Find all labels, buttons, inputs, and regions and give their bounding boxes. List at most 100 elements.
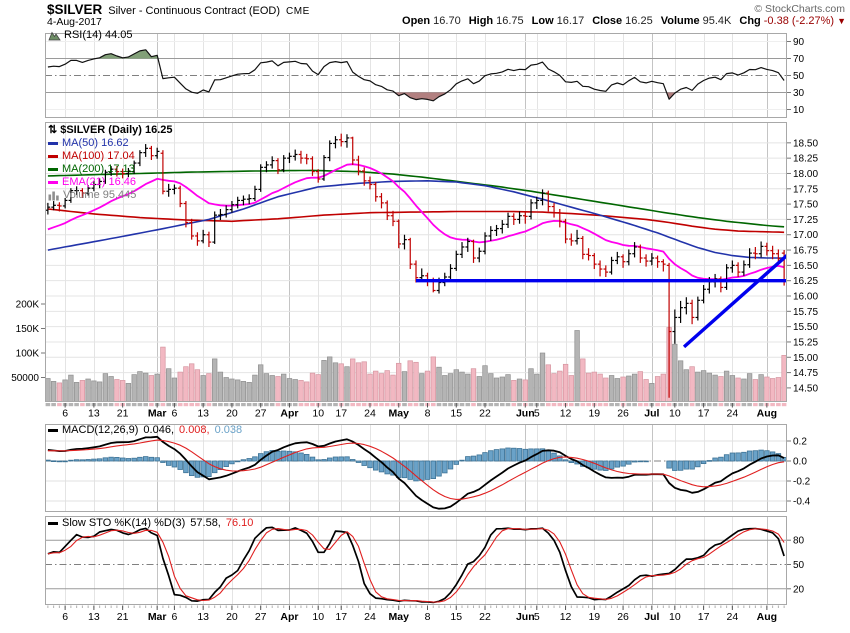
- svg-text:Apr: Apr: [280, 611, 298, 623]
- svg-text:-0.2: -0.2: [793, 477, 811, 488]
- svg-text:19: 19: [588, 408, 600, 420]
- svg-text:17.50: 17.50: [793, 200, 818, 211]
- svg-text:13: 13: [197, 611, 209, 623]
- svg-text:-0.4: -0.4: [793, 497, 811, 508]
- sto-legend-name: Slow STO %K(14) %D(3): [62, 517, 186, 529]
- svg-text:10: 10: [793, 105, 805, 116]
- svg-text:13: 13: [197, 408, 209, 420]
- svg-text:18.50: 18.50: [793, 138, 818, 149]
- svg-text:May: May: [389, 408, 410, 420]
- quote-date: 4-Aug-2017: [47, 16, 102, 28]
- svg-text:26: 26: [617, 408, 629, 420]
- svg-text:100K: 100K: [16, 349, 40, 360]
- svg-text:10: 10: [312, 611, 324, 623]
- svg-text:16.50: 16.50: [793, 261, 818, 272]
- copyright: © StockCharts.com: [754, 3, 845, 15]
- svg-text:Aug: Aug: [757, 611, 777, 623]
- svg-text:80: 80: [793, 536, 805, 547]
- svg-text:16.00: 16.00: [793, 292, 818, 303]
- ma50-legend-text: MA(50) 16.62: [62, 137, 129, 149]
- svg-text:12: 12: [560, 611, 572, 623]
- svg-text:0.0: 0.0: [793, 457, 807, 468]
- high-value: 16.75: [496, 15, 524, 27]
- volume-label: Volume: [660, 15, 700, 27]
- svg-text:6: 6: [62, 611, 68, 623]
- main-chart-legend: ⇅ $SILVER (Daily) 16.25 MA(50) 16.62 MA(…: [48, 124, 173, 202]
- volume-legend-text: Volume 95,445: [63, 189, 137, 201]
- svg-text:10: 10: [669, 611, 681, 623]
- svg-text:22: 22: [479, 408, 491, 420]
- svg-text:50: 50: [793, 71, 805, 82]
- rsi-legend-text: RSI(14) 44.05: [64, 29, 133, 41]
- low-value: 16.17: [556, 15, 585, 27]
- svg-text:200K: 200K: [16, 300, 40, 311]
- svg-text:10: 10: [669, 408, 681, 420]
- svg-text:50: 50: [793, 560, 805, 571]
- ma100-legend: MA(100) 17.04: [48, 150, 173, 163]
- open-value: 16.70: [433, 15, 461, 27]
- rsi-legend: RSI(14) 44.05: [48, 29, 132, 42]
- macd-line-swatch: [48, 429, 58, 432]
- svg-text:Jun: Jun: [516, 408, 535, 420]
- svg-text:150K: 150K: [16, 324, 40, 335]
- header-title-row: $SILVER Silver - Continuous Contract (EO…: [47, 2, 310, 17]
- svg-text:30: 30: [793, 88, 805, 99]
- svg-text:20: 20: [793, 584, 805, 595]
- svg-text:22: 22: [479, 611, 491, 623]
- svg-text:18.00: 18.00: [793, 169, 818, 180]
- svg-text:24: 24: [364, 611, 376, 623]
- ema21-line-swatch: [48, 181, 58, 184]
- svg-text:6: 6: [171, 408, 177, 420]
- svg-text:17: 17: [698, 611, 710, 623]
- svg-text:24: 24: [727, 408, 739, 420]
- ma200-legend-text: MA(200) 17.13: [62, 163, 135, 175]
- svg-text:15: 15: [450, 611, 462, 623]
- ema21-legend-text: EMA(21) 16.46: [62, 176, 136, 188]
- sto-line-swatch: [48, 522, 58, 525]
- svg-text:Mar: Mar: [148, 611, 167, 623]
- open-label: Open: [402, 15, 431, 27]
- close-label: Close: [592, 15, 623, 27]
- svg-text:15.25: 15.25: [793, 337, 818, 348]
- svg-text:20: 20: [226, 611, 238, 623]
- svg-text:17.75: 17.75: [793, 184, 818, 195]
- svg-text:20: 20: [226, 408, 238, 420]
- sto-k-value: 57.58,: [190, 517, 221, 529]
- macd-value: 0.046,: [143, 424, 175, 436]
- svg-text:10: 10: [312, 408, 324, 420]
- svg-text:21: 21: [117, 611, 129, 623]
- svg-text:15.50: 15.50: [793, 322, 818, 333]
- ma100-legend-text: MA(100) 17.04: [62, 150, 135, 162]
- svg-text:17.00: 17.00: [793, 230, 818, 241]
- volume-legend: Volume 95,445: [48, 189, 173, 202]
- svg-text:Jul: Jul: [644, 611, 659, 623]
- volume-bars-icon: [48, 191, 59, 200]
- svg-text:19: 19: [588, 611, 600, 623]
- main-legend-title: $SILVER (Daily) 16.25: [60, 124, 173, 136]
- svg-text:14.50: 14.50: [793, 383, 818, 394]
- svg-text:12: 12: [560, 408, 572, 420]
- svg-text:0.2: 0.2: [793, 437, 807, 448]
- ma100-line-swatch: [48, 155, 58, 158]
- svg-text:Apr: Apr: [280, 408, 298, 420]
- svg-text:17: 17: [698, 408, 710, 420]
- svg-text:27: 27: [255, 611, 267, 623]
- svg-text:16.25: 16.25: [793, 276, 818, 287]
- svg-text:8: 8: [425, 408, 431, 420]
- sto-d-value: 76.10: [225, 517, 254, 529]
- ma200-legend: MA(200) 17.13: [48, 163, 173, 176]
- ticker-symbol: $SILVER: [47, 2, 103, 17]
- svg-text:90: 90: [793, 37, 805, 48]
- chg-down-arrow-icon: ▼: [837, 16, 846, 26]
- svg-text:24: 24: [364, 408, 376, 420]
- svg-text:Aug: Aug: [757, 408, 777, 420]
- exchange-label: CME: [286, 6, 310, 17]
- close-value: 16.25: [625, 15, 653, 27]
- ma50-legend: MA(50) 16.62: [48, 137, 173, 150]
- svg-text:16.75: 16.75: [793, 246, 818, 257]
- volume-value: 95.4K: [702, 15, 732, 27]
- svg-text:24: 24: [727, 611, 739, 623]
- svg-text:15.75: 15.75: [793, 307, 818, 318]
